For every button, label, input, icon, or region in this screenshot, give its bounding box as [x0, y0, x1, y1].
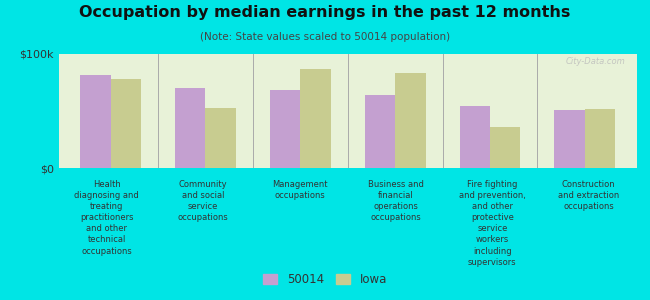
Bar [81, 74, 110, 168]
Text: (Note: State values scaled to 50014 population): (Note: State values scaled to 50014 popu… [200, 32, 450, 41]
Bar [554, 110, 585, 168]
Bar [585, 109, 615, 168]
Text: Management
occupations: Management occupations [272, 180, 328, 200]
Bar [365, 95, 395, 168]
Bar [300, 69, 331, 168]
Text: Health
diagnosing and
treating
practitioners
and other
technical
occupations: Health diagnosing and treating practitio… [74, 180, 139, 256]
Text: Occupation by median earnings in the past 12 months: Occupation by median earnings in the pas… [79, 4, 571, 20]
Bar [111, 79, 141, 168]
Bar [490, 127, 521, 168]
Legend: 50014, Iowa: 50014, Iowa [259, 269, 391, 291]
Text: Construction
and extraction
occupations: Construction and extraction occupations [558, 180, 619, 211]
Bar [270, 91, 300, 168]
Text: City-Data.com: City-Data.com [566, 57, 625, 66]
Bar [175, 88, 205, 168]
Bar [460, 106, 490, 168]
Bar [205, 108, 236, 168]
Bar [395, 74, 426, 168]
Text: Business and
financial
operations
occupations: Business and financial operations occupa… [368, 180, 424, 222]
Text: Fire fighting
and prevention,
and other
protective
service
workers
including
sup: Fire fighting and prevention, and other … [459, 180, 526, 267]
Text: Community
and social
service
occupations: Community and social service occupations [177, 180, 229, 222]
